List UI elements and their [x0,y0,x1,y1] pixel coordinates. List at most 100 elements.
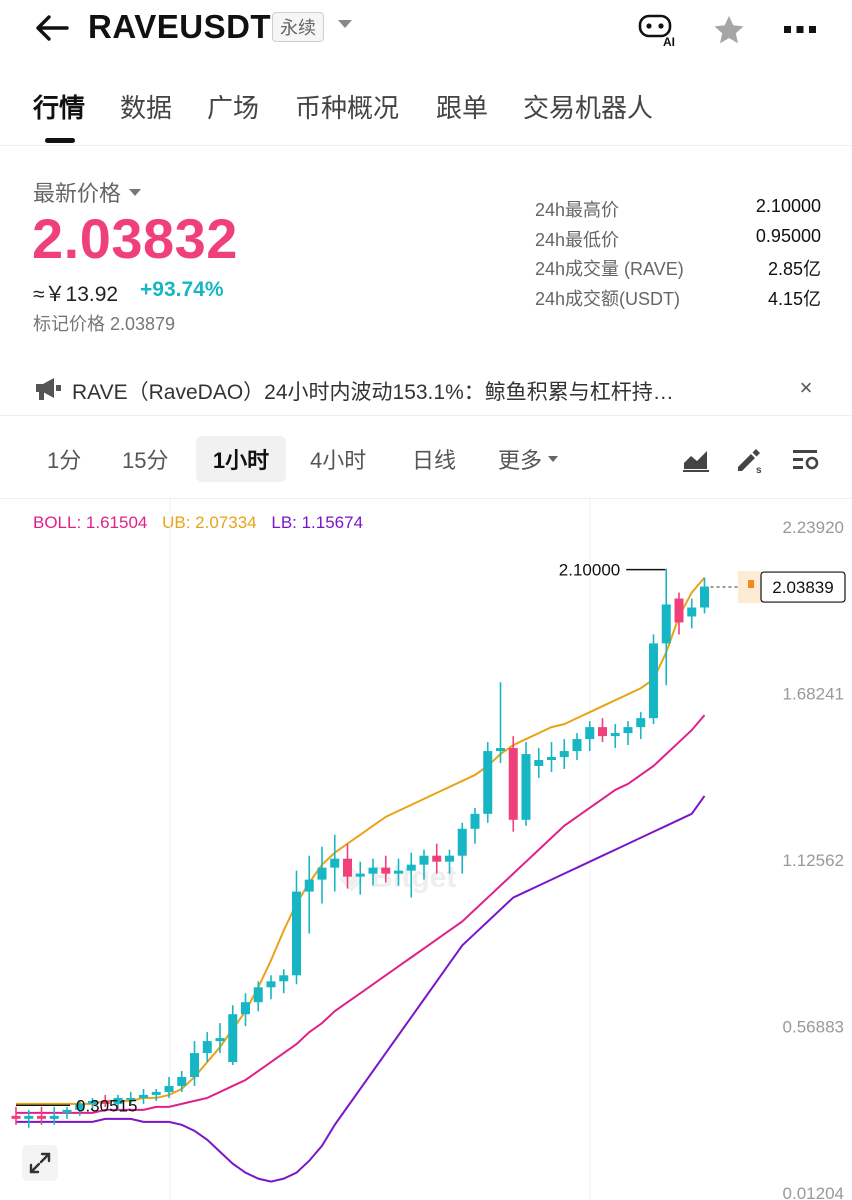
candle-body [11,1115,21,1119]
candle-body [330,858,340,868]
candle-body [177,1076,187,1086]
current-price-box [760,571,846,603]
news-ticker[interactable]: RAVE（RaveDAO）24小时内波动153.1%：鲸鱼积累与杠杆持… × [0,366,852,416]
kline-chart-area[interactable]: BOLL: 1.61504 UB: 2.07334 LB: 1.15674 2.… [0,498,852,1200]
candle-body [585,727,595,740]
candle-body [623,727,633,734]
stat-row: 24h最低价 0.95000 [535,226,821,256]
candle-body [75,1103,85,1110]
chart-type-button[interactable] [680,444,712,476]
candle-body [674,598,684,623]
candle-body [88,1100,97,1104]
candle-body [700,586,709,608]
interval-1m[interactable]: 1分 [47,448,82,473]
stat-label: 24h最低价 [535,229,620,250]
candle-body [534,760,544,766]
y-tick-label: 1.68241 [783,685,844,704]
interval-more[interactable]: 更多 [484,436,572,482]
cny-price: ≈￥13.92 [33,283,119,306]
indicator-settings-button[interactable] [790,444,822,476]
area-chart-icon [683,451,709,472]
interval-4h[interactable]: 4小时 [310,448,367,473]
price-type-label: 最新价格 [33,181,122,206]
news-headline[interactable]: RAVE（RaveDAO）24小时内波动153.1%：鲸鱼积累与杠杆持… [72,381,674,404]
top-bar: RAVEUSDT 永续 AI [0,0,852,60]
tab-data[interactable]: 数据 [120,93,173,123]
star-icon [714,16,744,44]
settings-icon [793,450,819,470]
ai-button[interactable]: AI [636,10,680,50]
chevron-down-icon [548,456,559,462]
stat-value: 2.10000 [755,196,821,216]
y-tick-label: 2.23920 [783,518,844,537]
symbol-title[interactable]: RAVEUSDT [88,8,272,45]
candle-body [521,754,531,820]
tab-coin-overview[interactable]: 币种概况 [295,93,400,123]
fullscreen-button[interactable] [22,1145,58,1181]
drawing-tools-button[interactable]: s [734,444,766,476]
megaphone-icon [36,378,61,400]
candle-body [215,1038,225,1042]
candle-body [241,1002,250,1015]
chevron-down-icon [129,188,142,196]
stat-label: 24h成交额(USDT) [535,288,681,309]
y-tick-label: 1.12562 [783,851,844,870]
tab-copy-trading[interactable]: 跟单 [436,93,489,123]
candle-body [368,867,378,874]
stat-value: 4.15亿 [767,288,821,309]
candle-body [687,607,697,617]
more-menu-button[interactable] [778,10,822,50]
high-marker-label: 2.10000 [559,561,620,580]
boll-mid-line [16,714,706,1114]
interval-tabs: 1分 15分 1小时 4小时 日线 更多 s [0,432,852,488]
candle-body [572,739,582,752]
stat-row: 24h成交额(USDT) 4.15亿 [535,285,821,315]
low-marker-label: 0.30515 [76,1096,137,1115]
24h-stats: 24h最高价 2.10000 24h最低价 0.95000 24h成交量 (RA… [535,196,821,314]
contract-type-badge: 永续 [272,12,324,42]
close-icon[interactable]: × [799,375,813,400]
candle-body [406,864,416,871]
candle-body [457,828,467,856]
candle-body [445,855,454,862]
candle-body [100,1100,110,1104]
stat-label: 24h最高价 [535,200,620,220]
candle-body [164,1085,174,1092]
current-price-flag [748,580,754,589]
y-tick-label: 0.56883 [783,1018,844,1037]
chevron-down-icon[interactable] [338,20,352,28]
interval-15m[interactable]: 15分 [122,448,169,473]
pen-icon: s [738,449,762,474]
candle-body [432,855,442,862]
main-tabs: 行情 数据 广场 币种概况 跟单 交易机器人 [0,80,852,146]
tab-market[interactable]: 行情 [33,93,86,123]
interval-1h[interactable]: 1小时 [196,436,286,482]
candle-body [355,873,365,877]
expand-icon [29,1152,51,1174]
tab-trading-bot[interactable]: 交易机器人 [523,93,654,123]
price-type-selector[interactable]: 最新价格 [33,176,142,208]
candle-body [113,1097,123,1104]
y-tick-label: 0.01204 [783,1184,844,1200]
candle-body [547,757,556,761]
candle-body [649,643,658,719]
candle-body [496,748,505,752]
svg-text:s: s [756,465,762,474]
boll-upper-line [16,576,706,1105]
candle-body [24,1115,34,1119]
back-button[interactable] [30,8,74,48]
candle-body [253,987,263,1003]
candle-body [279,975,289,982]
candle-body [470,813,480,829]
last-price: 2.03832 [32,207,238,270]
candle-body [598,727,607,737]
candle-body [343,858,352,877]
interval-1d[interactable]: 日线 [412,448,457,473]
favorite-button[interactable] [707,10,751,50]
stat-row: 24h成交量 (RAVE) 2.85亿 [535,255,821,285]
boll-lower-line [16,795,706,1183]
candle-body [419,855,429,865]
boll-mid-value: BOLL: 1.61504 [33,513,148,532]
tab-square[interactable]: 广场 [207,93,260,123]
